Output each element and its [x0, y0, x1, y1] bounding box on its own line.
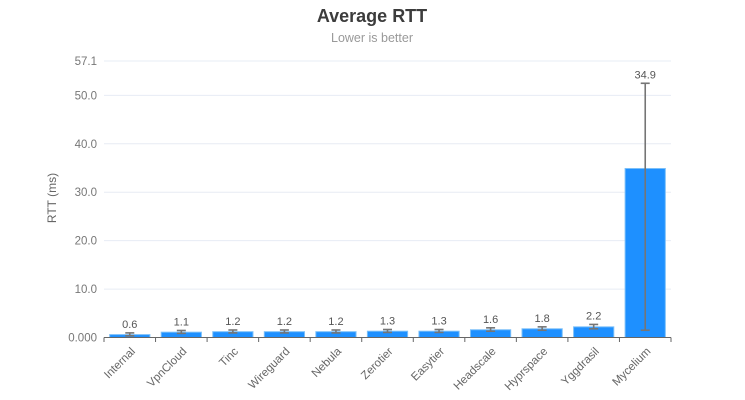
y-tick-label: 57.1	[75, 56, 97, 68]
bar-value-label: 1.2	[328, 316, 343, 328]
bar-value-label: 1.6	[483, 314, 498, 326]
bars	[109, 168, 666, 339]
x-category-label: Internal	[102, 346, 138, 382]
bar-value-label: 1.8	[534, 313, 549, 325]
bar-value-label: 0.6	[122, 319, 137, 331]
x-category-label: Yggdrasil	[559, 346, 601, 388]
x-axis	[103, 337, 672, 342]
bar-value-label: 1.2	[277, 316, 292, 328]
x-category-label: Headscale	[452, 346, 499, 393]
x-category-label: Tinc	[217, 345, 241, 369]
y-tick-labels: 0.000 10.0 20.0 30.0 40.0 50.0 57.1	[68, 56, 97, 345]
x-category-label: Zerotier	[359, 346, 396, 383]
bar-value-label: 34.9	[635, 69, 656, 81]
x-category-label: VpnCloud	[145, 346, 189, 390]
y-tick-label: 50.0	[75, 90, 97, 102]
y-tick-label: 30.0	[75, 187, 97, 199]
x-category-label: Hyprspace	[503, 346, 550, 393]
bar-value-label: 1.1	[174, 316, 189, 328]
y-tick-label: 0.000	[68, 333, 97, 345]
x-category-label: Mycelium	[611, 346, 654, 389]
error-bars	[125, 82, 650, 337]
chart-title: Average RTT	[317, 6, 427, 26]
bar-value-label: 2.2	[586, 310, 601, 322]
chart-subtitle: Lower is better	[331, 31, 413, 45]
y-tick-label: 20.0	[75, 236, 97, 248]
y-axis-title: RTT (ms)	[45, 173, 59, 223]
x-category-label: Wireguard	[247, 346, 293, 392]
y-tick-label: 40.0	[75, 139, 97, 151]
bar-value-label: 1.2	[225, 316, 240, 328]
value-labels: 0.6 1.1 1.2 1.2 1.2 1.3 1.3 1.6 1.8 2.2 34.9	[122, 69, 656, 331]
gridlines	[104, 60, 671, 290]
x-tick-labels: Internal VpnCloud Tinc Wireguard Nebula Zerot…	[102, 345, 653, 393]
bar-value-label: 1.3	[431, 316, 446, 328]
y-tick-label: 10.0	[75, 284, 97, 296]
x-category-label: Easytier	[409, 346, 447, 384]
x-category-label: Nebula	[310, 345, 345, 380]
bar-value-label: 1.3	[380, 316, 395, 328]
